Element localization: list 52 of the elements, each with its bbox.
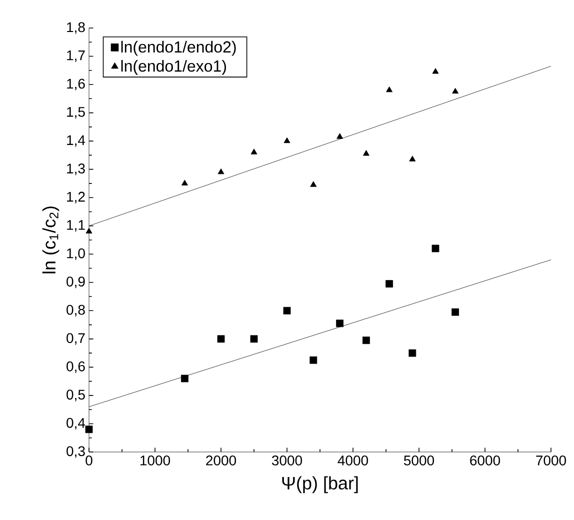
point bbox=[283, 306, 291, 314]
y-tick-label: 1,7 bbox=[67, 50, 85, 62]
point bbox=[284, 137, 290, 144]
point bbox=[432, 68, 439, 74]
point bbox=[409, 156, 416, 162]
y-tick-label: 1,8 bbox=[67, 22, 85, 34]
point bbox=[336, 320, 344, 328]
y-tick-label: 0,7 bbox=[66, 333, 85, 345]
point bbox=[310, 356, 318, 364]
point bbox=[181, 374, 188, 382]
x-tick-label: 5000 bbox=[404, 456, 434, 466]
y-tick-label: 1,0 bbox=[67, 248, 85, 260]
point bbox=[86, 228, 92, 234]
point bbox=[218, 168, 224, 174]
point bbox=[408, 349, 416, 357]
point bbox=[432, 244, 440, 252]
point bbox=[362, 336, 370, 344]
x-tick-label: 6000 bbox=[470, 456, 500, 466]
y-tick-label: 0,6 bbox=[66, 361, 85, 373]
x-axis-title: Ψ(p) [bar] bbox=[282, 476, 358, 494]
point bbox=[181, 180, 188, 186]
y-tick-label: 1,2 bbox=[67, 192, 85, 204]
point bbox=[310, 181, 317, 187]
x-tick-label: 4000 bbox=[338, 456, 368, 466]
point bbox=[85, 426, 93, 434]
x-tick-label: 0 bbox=[86, 456, 92, 466]
y-tick-label: 1,6 bbox=[67, 78, 85, 90]
y-axis-title: ln (c$_{1}$/c$_{2}$) bbox=[42, 206, 60, 274]
x-tick-label: 2000 bbox=[206, 456, 236, 466]
x-tick-label: 3000 bbox=[272, 456, 302, 466]
point bbox=[336, 133, 344, 139]
point bbox=[386, 280, 393, 288]
x-tick-label: 7000 bbox=[536, 456, 566, 466]
point bbox=[250, 148, 258, 154]
legend-label: ln(endo1/endo2) bbox=[121, 40, 236, 56]
x-tick-label: 1000 bbox=[140, 456, 170, 466]
point bbox=[452, 308, 459, 316]
y-tick-label: 1,1 bbox=[67, 220, 85, 232]
y-tick-label: 1,4 bbox=[67, 135, 86, 147]
point bbox=[362, 150, 370, 156]
y-tick-label: 1,5 bbox=[67, 107, 85, 119]
legend-label: ln(endo1/exo1) bbox=[121, 60, 226, 75]
point bbox=[250, 335, 258, 343]
y-tick-label: 0,8 bbox=[66, 304, 85, 316]
y-tick-label: 0,5 bbox=[66, 390, 85, 402]
y-tick-label: 1,3 bbox=[67, 164, 85, 176]
point bbox=[452, 88, 459, 94]
y-tick-label: 0,3 bbox=[66, 446, 85, 458]
point bbox=[217, 335, 225, 343]
point bbox=[386, 86, 393, 92]
y-tick-label: 0,9 bbox=[66, 276, 85, 288]
y-tick-label: 0,4 bbox=[66, 418, 86, 430]
